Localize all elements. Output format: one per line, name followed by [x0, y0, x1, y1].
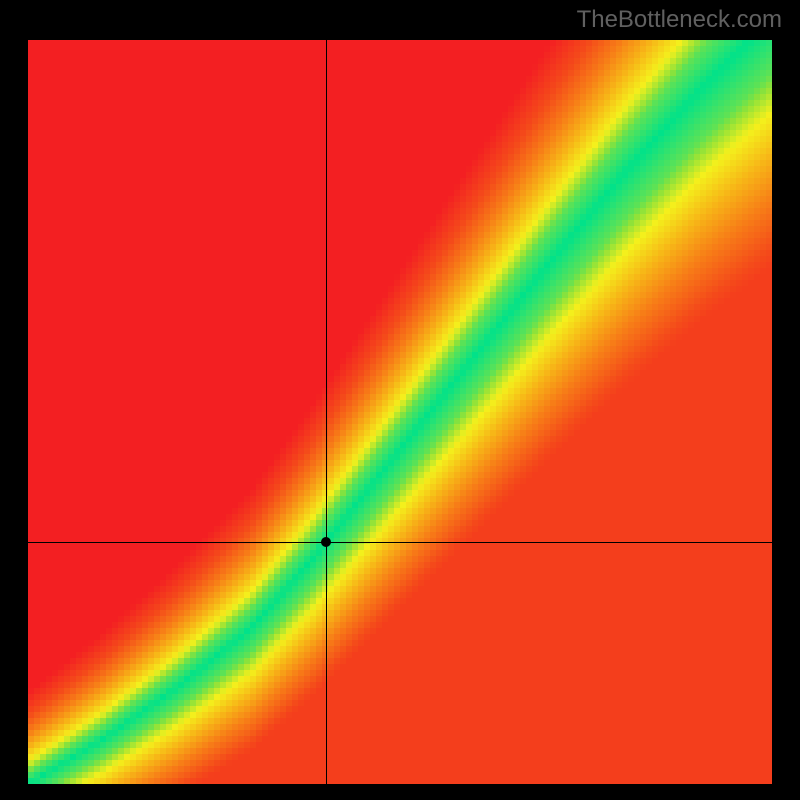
heatmap-canvas	[28, 40, 772, 784]
crosshair-horizontal	[28, 542, 772, 543]
crosshair-vertical	[326, 40, 327, 784]
marker-dot	[321, 537, 331, 547]
heatmap-plot	[28, 40, 772, 784]
watermark-text: TheBottleneck.com	[577, 6, 782, 34]
